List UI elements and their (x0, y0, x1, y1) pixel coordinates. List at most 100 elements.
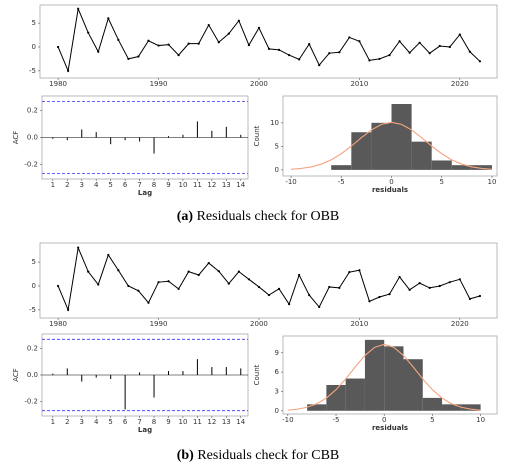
x-tick-label: 8 (152, 418, 156, 426)
y-tick-label: 5 (275, 142, 279, 150)
point (277, 287, 281, 290)
x-tick-label: -5 (338, 178, 345, 186)
chart-panel: -10 -5 0 5 10 0 3 6 9 residuals Count (253, 335, 498, 432)
point (217, 41, 220, 44)
caption: (b) Residuals check for CBB (177, 448, 340, 463)
plot-frame (39, 4, 498, 79)
point (237, 19, 240, 22)
x-tick-label: 13 (222, 181, 231, 189)
x-axis-title: residuals (372, 424, 408, 432)
y-tick-label: 6 (275, 368, 280, 376)
x-tick-label: 10 (488, 178, 497, 186)
histogram-bar (471, 165, 492, 170)
point (448, 45, 451, 49)
point (147, 301, 150, 304)
point (107, 17, 110, 20)
point (338, 51, 341, 54)
x-tick-label: 9 (166, 418, 170, 426)
x-tick-label: 5 (440, 178, 444, 186)
y-tick-label: 0 (32, 282, 36, 290)
point (348, 36, 351, 39)
point (137, 55, 140, 58)
point (147, 39, 150, 42)
histogram-bar (411, 141, 432, 170)
point (167, 280, 170, 283)
x-tick-label: 9 (166, 181, 170, 189)
point (56, 284, 60, 288)
x-axis-title: residuals (372, 186, 408, 194)
x-tick-label: 13 (222, 418, 231, 426)
histogram-bar (384, 346, 404, 411)
point (478, 294, 482, 298)
point (227, 282, 230, 285)
x-tick-label: 0 (382, 416, 386, 424)
point (398, 275, 401, 279)
y-tick-label: -0.2 (24, 397, 38, 405)
histogram-bar (431, 160, 452, 170)
point (117, 269, 120, 272)
point (117, 38, 120, 41)
point (308, 43, 311, 46)
caption-text: Residuals check for CBB (197, 448, 339, 463)
point (187, 42, 190, 45)
x-tick-label: 7 (137, 418, 141, 426)
point (187, 270, 190, 273)
histogram-bar (391, 104, 412, 170)
x-axis-title: Lag (138, 189, 152, 197)
point (298, 273, 301, 277)
x-tick-label: 11 (193, 181, 202, 189)
histogram-bar (371, 122, 392, 170)
x-tick-label: -5 (333, 416, 340, 424)
y-tick-label: -5 (29, 306, 36, 314)
x-tick-label: 2010 (350, 320, 368, 328)
caption: (a) Residuals check for OBB (177, 209, 340, 224)
x-tick-label: 5 (108, 418, 112, 426)
point (77, 7, 80, 10)
density-curve (290, 121, 493, 170)
point (207, 23, 210, 27)
point (348, 271, 351, 274)
point (308, 293, 311, 297)
y-tick-label: 0 (275, 407, 279, 415)
y-tick-label: -0.2 (24, 160, 38, 168)
point (67, 308, 70, 311)
point (418, 41, 421, 44)
point (408, 288, 411, 291)
point (277, 48, 281, 51)
point (177, 287, 180, 290)
point (368, 300, 371, 303)
x-tick-label: 11 (193, 418, 202, 426)
y-axis-title: Count (253, 364, 261, 385)
x-tick-label: 6 (123, 181, 128, 189)
point (458, 33, 461, 36)
caption-label: (b) (177, 448, 194, 463)
x-axis-title: Lag (138, 426, 152, 434)
point (247, 278, 251, 281)
x-tick-label: 3 (80, 418, 84, 426)
x-tick-label: 0 (389, 178, 393, 186)
y-axis-title: ACF (12, 368, 20, 382)
point (388, 53, 391, 57)
point (87, 31, 90, 34)
point (398, 40, 401, 43)
point (378, 295, 381, 299)
x-tick-label: 10 (178, 181, 187, 189)
point (167, 43, 170, 46)
point (418, 282, 421, 285)
point (257, 26, 261, 30)
y-tick-label: 0.2 (27, 107, 38, 115)
point (127, 57, 130, 61)
point (428, 52, 431, 55)
x-tick-label: 2020 (451, 320, 469, 328)
y-tick-label: 9 (275, 349, 279, 357)
histogram-bar (451, 165, 472, 170)
caption-text: Residuals check for OBB (197, 209, 340, 224)
point (227, 32, 230, 35)
y-tick-label: -5 (29, 67, 36, 75)
point (318, 64, 321, 67)
point (358, 269, 361, 272)
x-tick-label: -10 (282, 416, 293, 424)
point (328, 285, 331, 289)
point (97, 283, 100, 286)
